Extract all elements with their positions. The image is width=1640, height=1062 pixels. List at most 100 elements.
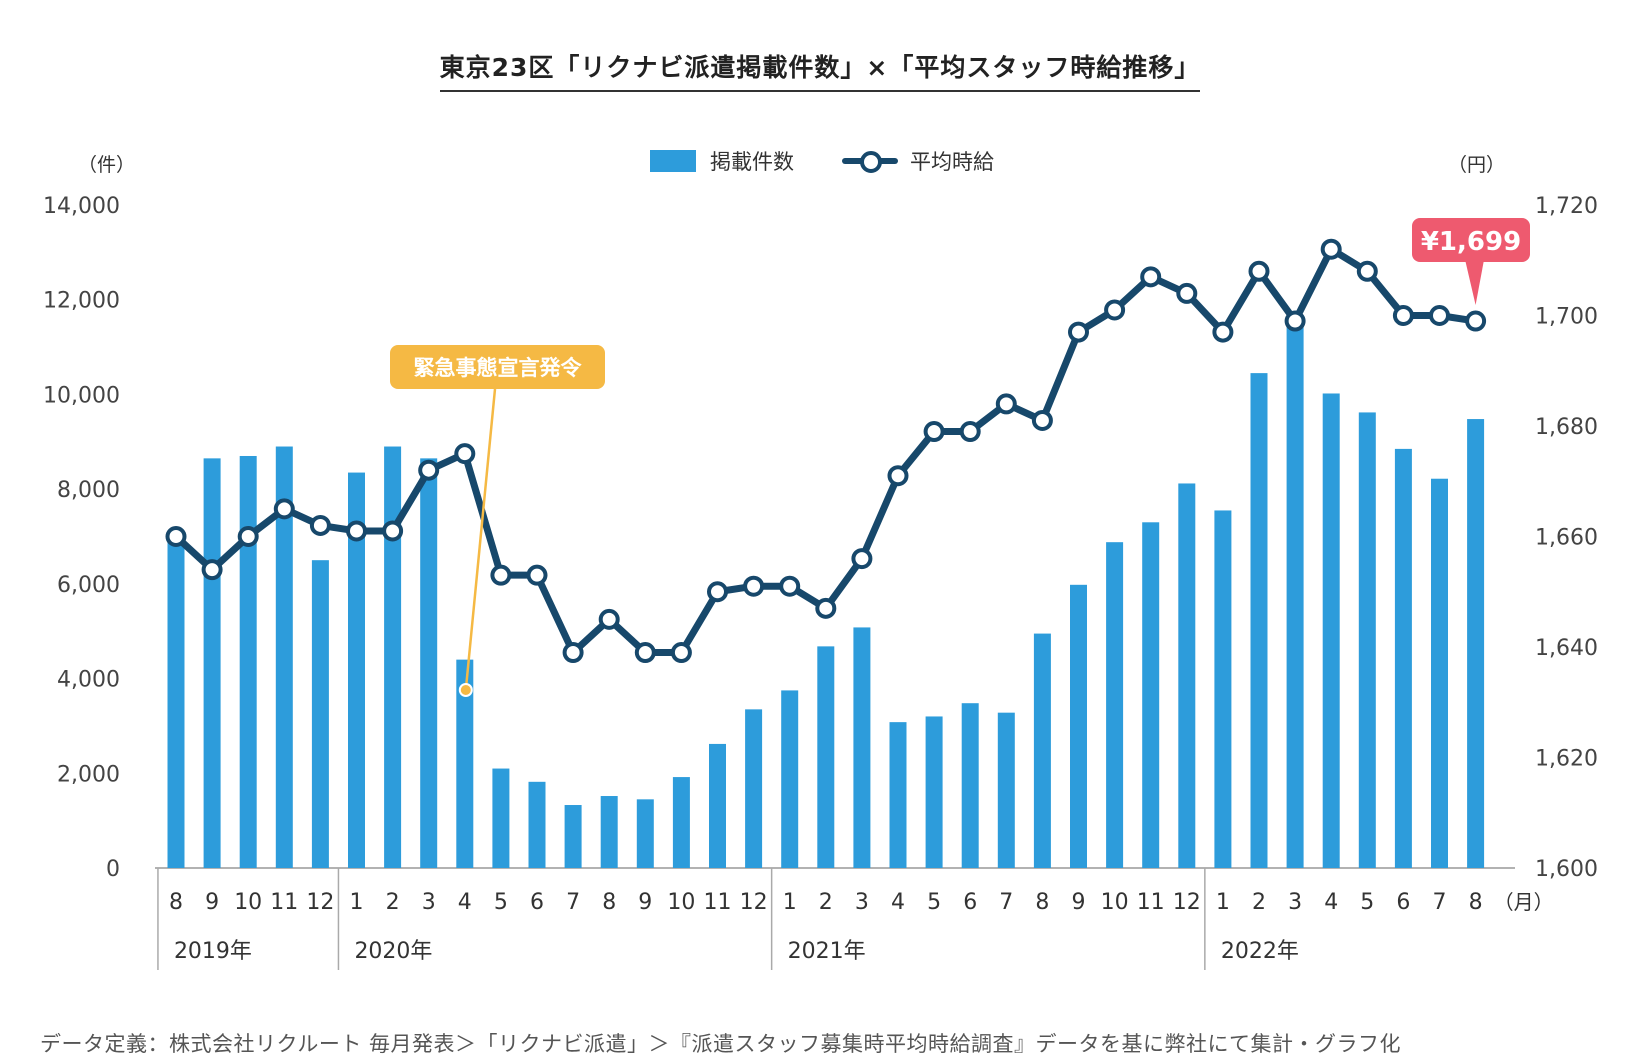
month-label: 7 <box>999 890 1013 915</box>
month-label: 1 <box>1216 890 1230 915</box>
highlight-label: ¥1,699 <box>1421 227 1521 257</box>
wage-point <box>634 642 656 664</box>
bar <box>1142 522 1160 868</box>
month-label: 11 <box>704 890 732 915</box>
left-tick-label: 8,000 <box>57 478 120 503</box>
left-tick-label: 10,000 <box>43 383 120 408</box>
legend-bar-label: 掲載件数 <box>710 150 794 174</box>
month-label: 7 <box>566 890 580 915</box>
month-label: 12 <box>740 890 768 915</box>
highlight-pointer <box>1465 262 1484 306</box>
bar <box>853 627 871 868</box>
annotation-leader <box>464 388 497 691</box>
month-label: 11 <box>1137 890 1165 915</box>
month-label: 9 <box>638 890 652 915</box>
wage-point <box>346 520 367 542</box>
source-note: データ定義：株式会社リクルート 毎月発表＞「リクナビ派遣」＞『派遣スタッフ募集時… <box>40 1032 1402 1056</box>
wage-point <box>1176 282 1198 304</box>
wage-point <box>1429 305 1450 326</box>
wage-point <box>598 608 620 630</box>
month-label: 7 <box>1433 890 1447 915</box>
month-label: 6 <box>1396 890 1410 915</box>
bar <box>1178 483 1196 868</box>
bar <box>492 768 510 868</box>
bar <box>239 455 257 868</box>
month-label: 8 <box>1035 890 1049 915</box>
bar <box>709 743 726 868</box>
bar <box>420 458 438 868</box>
wage-point <box>1284 310 1306 332</box>
wage-point <box>526 564 548 586</box>
left-tick-label: 14,000 <box>43 194 120 219</box>
bar <box>781 690 799 868</box>
bar <box>564 805 582 868</box>
bar <box>1431 478 1448 868</box>
wage-point <box>273 498 295 520</box>
legend-line-label: 平均時給 <box>910 150 994 174</box>
month-label: 5 <box>927 890 941 915</box>
bar <box>1467 419 1485 868</box>
wage-point <box>1356 260 1378 282</box>
month-label: 1 <box>783 890 797 915</box>
month-label: 12 <box>1173 890 1201 915</box>
bar <box>528 781 546 868</box>
right-tick-label: 1,600 <box>1535 857 1598 882</box>
right-axis-unit: （円） <box>1448 154 1506 176</box>
wage-point <box>995 393 1017 415</box>
bar <box>1070 584 1087 868</box>
chart-title: 東京23区「リクナビ派遣掲載件数」×「平均スタッフ時給推移」 <box>439 48 1201 92</box>
year-label: 2019年 <box>174 939 252 964</box>
wage-point <box>418 459 440 481</box>
month-label: 10 <box>1101 890 1129 915</box>
wage-point <box>490 564 512 586</box>
wage-point <box>707 581 728 603</box>
right-tick-label: 1,680 <box>1535 415 1598 440</box>
left-tick-label: 12,000 <box>43 289 120 314</box>
bar <box>817 646 835 868</box>
bar <box>384 446 402 868</box>
bar <box>925 716 943 868</box>
annotation-label: 緊急事態宣言発令 <box>414 356 583 380</box>
wage-point <box>1031 409 1053 431</box>
bar <box>1033 633 1051 868</box>
month-label: 5 <box>494 890 508 915</box>
month-unit: （月） <box>1494 890 1554 914</box>
wage-point <box>815 597 837 619</box>
month-label: 1 <box>350 890 364 915</box>
month-label: 8 <box>1469 890 1483 915</box>
month-label: 2 <box>386 890 400 915</box>
bar <box>456 659 474 868</box>
chart-svg: 0 2,000 4,000 6,000 8,000 10,000 12,000 14,000 1… <box>43 194 1598 970</box>
month-label: 6 <box>530 890 544 915</box>
bar <box>600 796 618 868</box>
month-label: 4 <box>891 890 905 915</box>
left-axis-unit: （件） <box>78 154 136 176</box>
month-label: 4 <box>458 890 472 915</box>
left-tick-label: 6,000 <box>57 573 120 598</box>
legend: 掲載件数 平均時給 <box>650 146 994 176</box>
month-label: 12 <box>306 890 334 915</box>
right-tick-label: 1,620 <box>1535 747 1598 772</box>
month-label: 3 <box>1288 890 1302 915</box>
bar <box>1322 393 1340 868</box>
month-label: 3 <box>422 890 436 915</box>
wage-point <box>237 526 259 547</box>
bar <box>1394 448 1412 868</box>
month-label: 2 <box>1252 890 1266 915</box>
bar <box>311 560 329 868</box>
wage-point <box>743 575 765 597</box>
bar <box>961 703 979 868</box>
bar <box>1106 542 1124 868</box>
wage-point <box>1392 305 1414 326</box>
month-label: 10 <box>667 890 695 915</box>
annotation-box <box>390 345 605 389</box>
month-label: 9 <box>205 890 219 915</box>
month-label: 8 <box>602 890 616 915</box>
year-label: 2020年 <box>354 939 432 964</box>
wage-point <box>779 575 801 597</box>
wage-point <box>562 642 584 664</box>
wage-point <box>382 520 404 542</box>
wage-point <box>1212 321 1234 343</box>
right-tick-label: 1,720 <box>1535 194 1598 219</box>
bar <box>1358 412 1376 868</box>
